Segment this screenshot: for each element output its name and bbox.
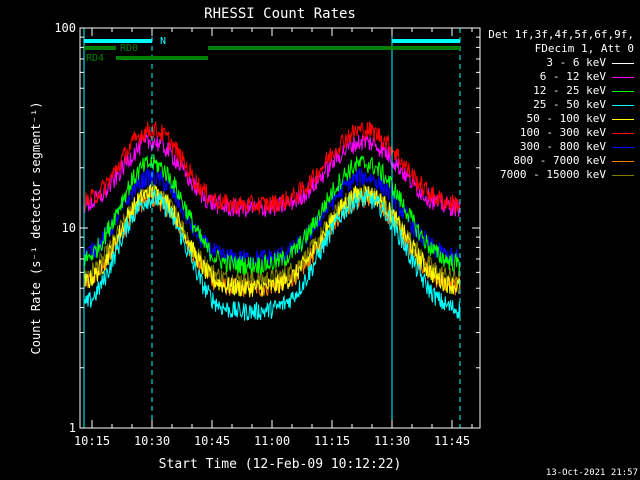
x-tick-label-1: 10:30: [134, 434, 170, 448]
legend-item: 6 - 12 keV: [464, 70, 634, 84]
series-line-1: [83, 133, 461, 218]
legend-item: 100 - 300 keV: [464, 126, 634, 140]
legend-swatch: [612, 174, 634, 176]
legend-items: 3 - 6 keV 6 - 12 keV 12 - 25 keV 25 - 50 ke…: [464, 56, 634, 182]
x-tick-label-5: 11:30: [374, 434, 410, 448]
legend-label: 12 - 25 keV: [533, 84, 606, 97]
legend-item: 50 - 100 keV: [464, 112, 634, 126]
flag-bar-2-0: [116, 56, 208, 60]
legend-swatch: [612, 146, 634, 148]
y-tick-label-2: 100: [54, 21, 76, 35]
series-line-2: [83, 154, 461, 276]
axis-layer: 10:15 10:30 10:45 11:00 11:15 11:30 11:45 1 10 10…: [54, 21, 480, 448]
legend-header-1: Det 1f,3f,4f,5f,6f,9f,: [488, 28, 634, 41]
legend-label: 800 - 7000 keV: [513, 154, 606, 167]
flag-label-2: RD4: [86, 53, 104, 64]
legend-swatch: [612, 76, 634, 78]
y-axis-label: Count Rate (s⁻¹ detector segment⁻¹): [29, 102, 43, 355]
x-tick-label-0: 10:15: [74, 434, 110, 448]
legend-swatch: [612, 132, 634, 134]
legend-label: 25 - 50 keV: [533, 98, 606, 111]
x-tick-label-3: 11:00: [254, 434, 290, 448]
flag-label-1: RD0: [120, 43, 138, 54]
legend-item: 25 - 50 keV: [464, 98, 634, 112]
flag-layer: N RD0 RD4: [84, 36, 460, 64]
series-layer: [83, 121, 461, 321]
flag-label-0: N: [160, 36, 166, 47]
legend-item: 7000 - 15000 keV: [464, 168, 634, 182]
legend-label: 50 - 100 keV: [526, 112, 606, 125]
chart-title: RHESSI Count Rates: [204, 6, 356, 22]
legend-swatch: [612, 118, 634, 120]
legend-header-2: FDecim 1, Att 0: [534, 42, 634, 55]
series-line-3: [83, 189, 461, 321]
legend-item: 12 - 25 keV: [464, 84, 634, 98]
legend: Det 1f,3f,4f,5f,6f,9f, FDecim 1, Att 0 3…: [464, 28, 634, 182]
flag-bar-1-0: [84, 46, 116, 50]
legend-label: 7000 - 15000 keV: [500, 168, 606, 181]
series-line-6: [83, 167, 461, 268]
legend-swatch: [612, 62, 634, 64]
legend-item: 3 - 6 keV: [464, 56, 634, 70]
plot-frame: [79, 27, 481, 429]
legend-swatch: [612, 104, 634, 106]
y-tick-label-0: 1: [69, 421, 76, 435]
flag-bar-1-1: [208, 46, 460, 50]
x-axis-label: Start Time (12-Feb-09 10:12:22): [159, 457, 402, 472]
legend-label: 3 - 6 keV: [546, 56, 606, 69]
legend-label: 100 - 300 keV: [519, 126, 606, 139]
y-tick-label-1: 10: [62, 221, 76, 235]
legend-label: 6 - 12 keV: [539, 70, 606, 83]
legend-swatch: [612, 90, 634, 92]
x-tick-label-2: 10:45: [194, 434, 230, 448]
x-tick-label-4: 11:15: [314, 434, 350, 448]
series-line-4: [83, 183, 461, 298]
flag-bar-0-1: [392, 39, 460, 43]
series-line-5: [83, 121, 461, 215]
legend-label: 300 - 800 keV: [519, 140, 606, 153]
legend-item: 800 - 7000 keV: [464, 154, 634, 168]
timestamp: 13-Oct-2021 21:57: [545, 468, 638, 478]
flag-bar-0-0: [84, 39, 152, 43]
series-line-8: [83, 183, 461, 290]
legend-swatch: [612, 160, 634, 162]
x-tick-label-6: 11:45: [434, 434, 470, 448]
legend-item: 300 - 800 keV: [464, 140, 634, 154]
